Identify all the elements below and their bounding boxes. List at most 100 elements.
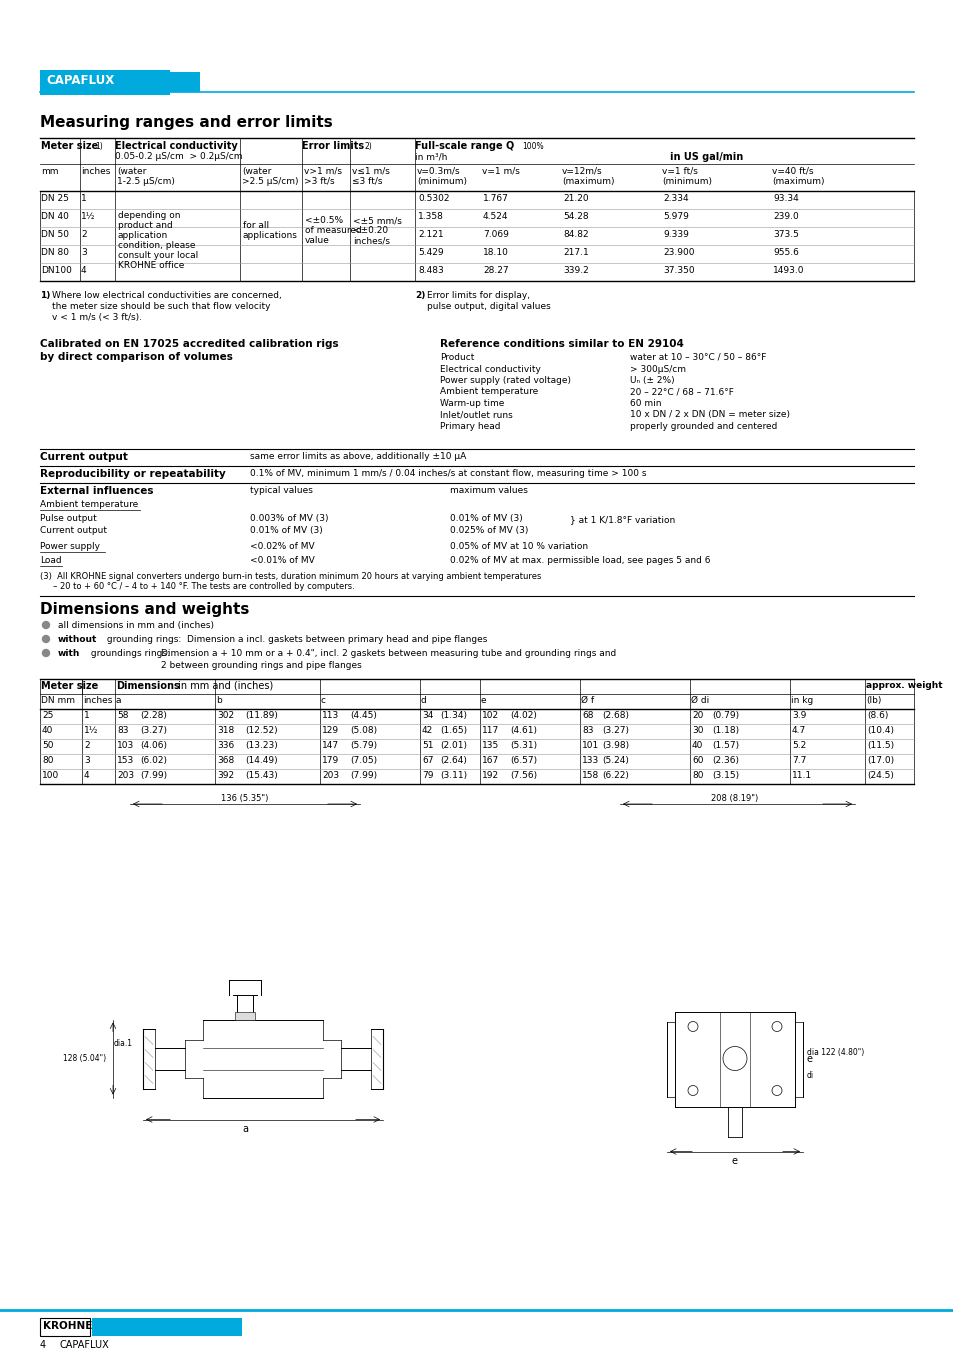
Text: Error limits for display,: Error limits for display, — [427, 291, 530, 299]
Text: 133: 133 — [581, 755, 598, 765]
Text: Where low electrical conductivities are concerned,: Where low electrical conductivities are … — [52, 291, 281, 299]
Text: 100: 100 — [42, 772, 59, 780]
Text: 2.334: 2.334 — [662, 194, 688, 202]
Text: Power supply: Power supply — [40, 542, 100, 550]
Text: (4.06): (4.06) — [140, 741, 167, 750]
Text: 179: 179 — [322, 755, 339, 765]
Text: (2.28): (2.28) — [140, 711, 167, 720]
Text: (3)  All KROHNE signal converters undergo burn-in tests, duration minimum 20 hou: (3) All KROHNE signal converters undergo… — [40, 572, 540, 581]
Text: v=0.3m/s: v=0.3m/s — [416, 167, 460, 175]
Text: 0.05% of MV at 10 % variation: 0.05% of MV at 10 % variation — [450, 542, 587, 550]
Text: 5.429: 5.429 — [417, 248, 443, 258]
Text: 239.0: 239.0 — [772, 212, 798, 221]
Text: application: application — [118, 231, 168, 240]
Text: Meter size: Meter size — [41, 681, 98, 691]
Text: 339.2: 339.2 — [562, 266, 588, 275]
Text: >2.5 µS/cm): >2.5 µS/cm) — [242, 177, 298, 186]
Text: Pulse output: Pulse output — [40, 514, 96, 523]
Text: 153: 153 — [117, 755, 134, 765]
Text: 147: 147 — [322, 741, 338, 750]
Text: Measuring ranges and error limits: Measuring ranges and error limits — [40, 115, 333, 130]
Text: 4: 4 — [81, 266, 87, 275]
Text: 51: 51 — [421, 741, 433, 750]
Text: 4: 4 — [40, 1340, 46, 1349]
Text: 50: 50 — [42, 741, 53, 750]
Text: 10 x DN / 2 x DN (DN = meter size): 10 x DN / 2 x DN (DN = meter size) — [629, 410, 789, 420]
Circle shape — [43, 622, 50, 629]
Text: 18.10: 18.10 — [482, 248, 508, 258]
Text: 30: 30 — [691, 726, 702, 735]
Text: 79: 79 — [421, 772, 433, 780]
Text: value: value — [305, 236, 330, 246]
Text: (13.23): (13.23) — [245, 741, 277, 750]
Text: 7.069: 7.069 — [482, 229, 508, 239]
Circle shape — [43, 649, 50, 657]
Text: (4.45): (4.45) — [350, 711, 376, 720]
Text: 83: 83 — [581, 726, 593, 735]
Text: condition, please: condition, please — [118, 241, 195, 250]
Text: 58: 58 — [117, 711, 129, 720]
Text: 9.339: 9.339 — [662, 229, 688, 239]
Text: maximum values: maximum values — [450, 486, 527, 495]
Text: 5.2: 5.2 — [791, 741, 805, 750]
Text: 1): 1) — [40, 291, 51, 299]
Text: Reproducibility or repeatability: Reproducibility or repeatability — [40, 469, 226, 479]
Text: Meter size: Meter size — [41, 142, 98, 151]
Text: (6.02): (6.02) — [140, 755, 167, 765]
Text: v=12m/s: v=12m/s — [561, 167, 602, 175]
Text: DN 50: DN 50 — [41, 229, 69, 239]
Text: Product: Product — [439, 353, 474, 362]
Text: (4.61): (4.61) — [510, 726, 537, 735]
Text: <±0.5%: <±0.5% — [305, 216, 343, 225]
Text: same error limits as above, additionally ±10 µA: same error limits as above, additionally… — [250, 452, 466, 461]
Text: DN 25: DN 25 — [41, 194, 69, 202]
Text: Current output: Current output — [40, 452, 128, 461]
Text: 11.1: 11.1 — [791, 772, 811, 780]
Text: (11.89): (11.89) — [245, 711, 277, 720]
Text: <0.01% of MV: <0.01% of MV — [250, 556, 314, 565]
Text: inches: inches — [83, 696, 112, 706]
Text: (1.18): (1.18) — [711, 726, 739, 735]
Text: 100%: 100% — [521, 142, 543, 151]
Text: Inlet/outlet runs: Inlet/outlet runs — [439, 410, 512, 420]
Text: 0.05-0.2 µS/cm  > 0.2µS/cm: 0.05-0.2 µS/cm > 0.2µS/cm — [115, 152, 242, 161]
Text: 136 (5.35"): 136 (5.35") — [221, 795, 269, 803]
Text: 192: 192 — [481, 772, 498, 780]
Text: (15.43): (15.43) — [245, 772, 277, 780]
Text: (minimum): (minimum) — [416, 177, 467, 186]
Text: 0.02% of MV at max. permissible load, see pages 5 and 6: 0.02% of MV at max. permissible load, se… — [450, 556, 710, 565]
Text: by direct comparison of volumes: by direct comparison of volumes — [40, 352, 233, 362]
Text: 93.34: 93.34 — [772, 194, 798, 202]
Text: 1: 1 — [84, 711, 90, 720]
Text: (maximum): (maximum) — [561, 177, 614, 186]
Text: in mm and (inches): in mm and (inches) — [174, 681, 273, 691]
Text: (7.05): (7.05) — [350, 755, 376, 765]
Text: (24.5): (24.5) — [866, 772, 893, 780]
Text: 1.767: 1.767 — [482, 194, 508, 202]
Text: 373.5: 373.5 — [772, 229, 798, 239]
Text: 392: 392 — [216, 772, 233, 780]
Text: 84.82: 84.82 — [562, 229, 588, 239]
Text: a: a — [116, 696, 121, 706]
Text: (7.56): (7.56) — [510, 772, 537, 780]
Text: groundings rings:: groundings rings: — [88, 649, 170, 658]
Text: Ø f: Ø f — [580, 696, 594, 706]
Text: 0.01% of MV (3): 0.01% of MV (3) — [450, 514, 522, 523]
Text: v=40 ft/s: v=40 ft/s — [771, 167, 813, 175]
Text: External influences: External influences — [40, 486, 153, 496]
Text: (17.0): (17.0) — [866, 755, 893, 765]
Text: approx. weight: approx. weight — [865, 681, 942, 689]
Text: 60: 60 — [691, 755, 702, 765]
Text: 20: 20 — [691, 711, 702, 720]
Text: (7.99): (7.99) — [350, 772, 376, 780]
Text: b: b — [215, 696, 221, 706]
Text: 54.28: 54.28 — [562, 212, 588, 221]
Text: 135: 135 — [481, 741, 498, 750]
Text: >3 ft/s: >3 ft/s — [304, 177, 335, 186]
Text: 34: 34 — [421, 711, 433, 720]
Text: CAPAFLUX: CAPAFLUX — [46, 74, 114, 86]
Text: 1: 1 — [81, 194, 87, 202]
Text: c: c — [320, 696, 326, 706]
Text: Dimensions: Dimensions — [116, 681, 179, 691]
Text: 336: 336 — [216, 741, 234, 750]
